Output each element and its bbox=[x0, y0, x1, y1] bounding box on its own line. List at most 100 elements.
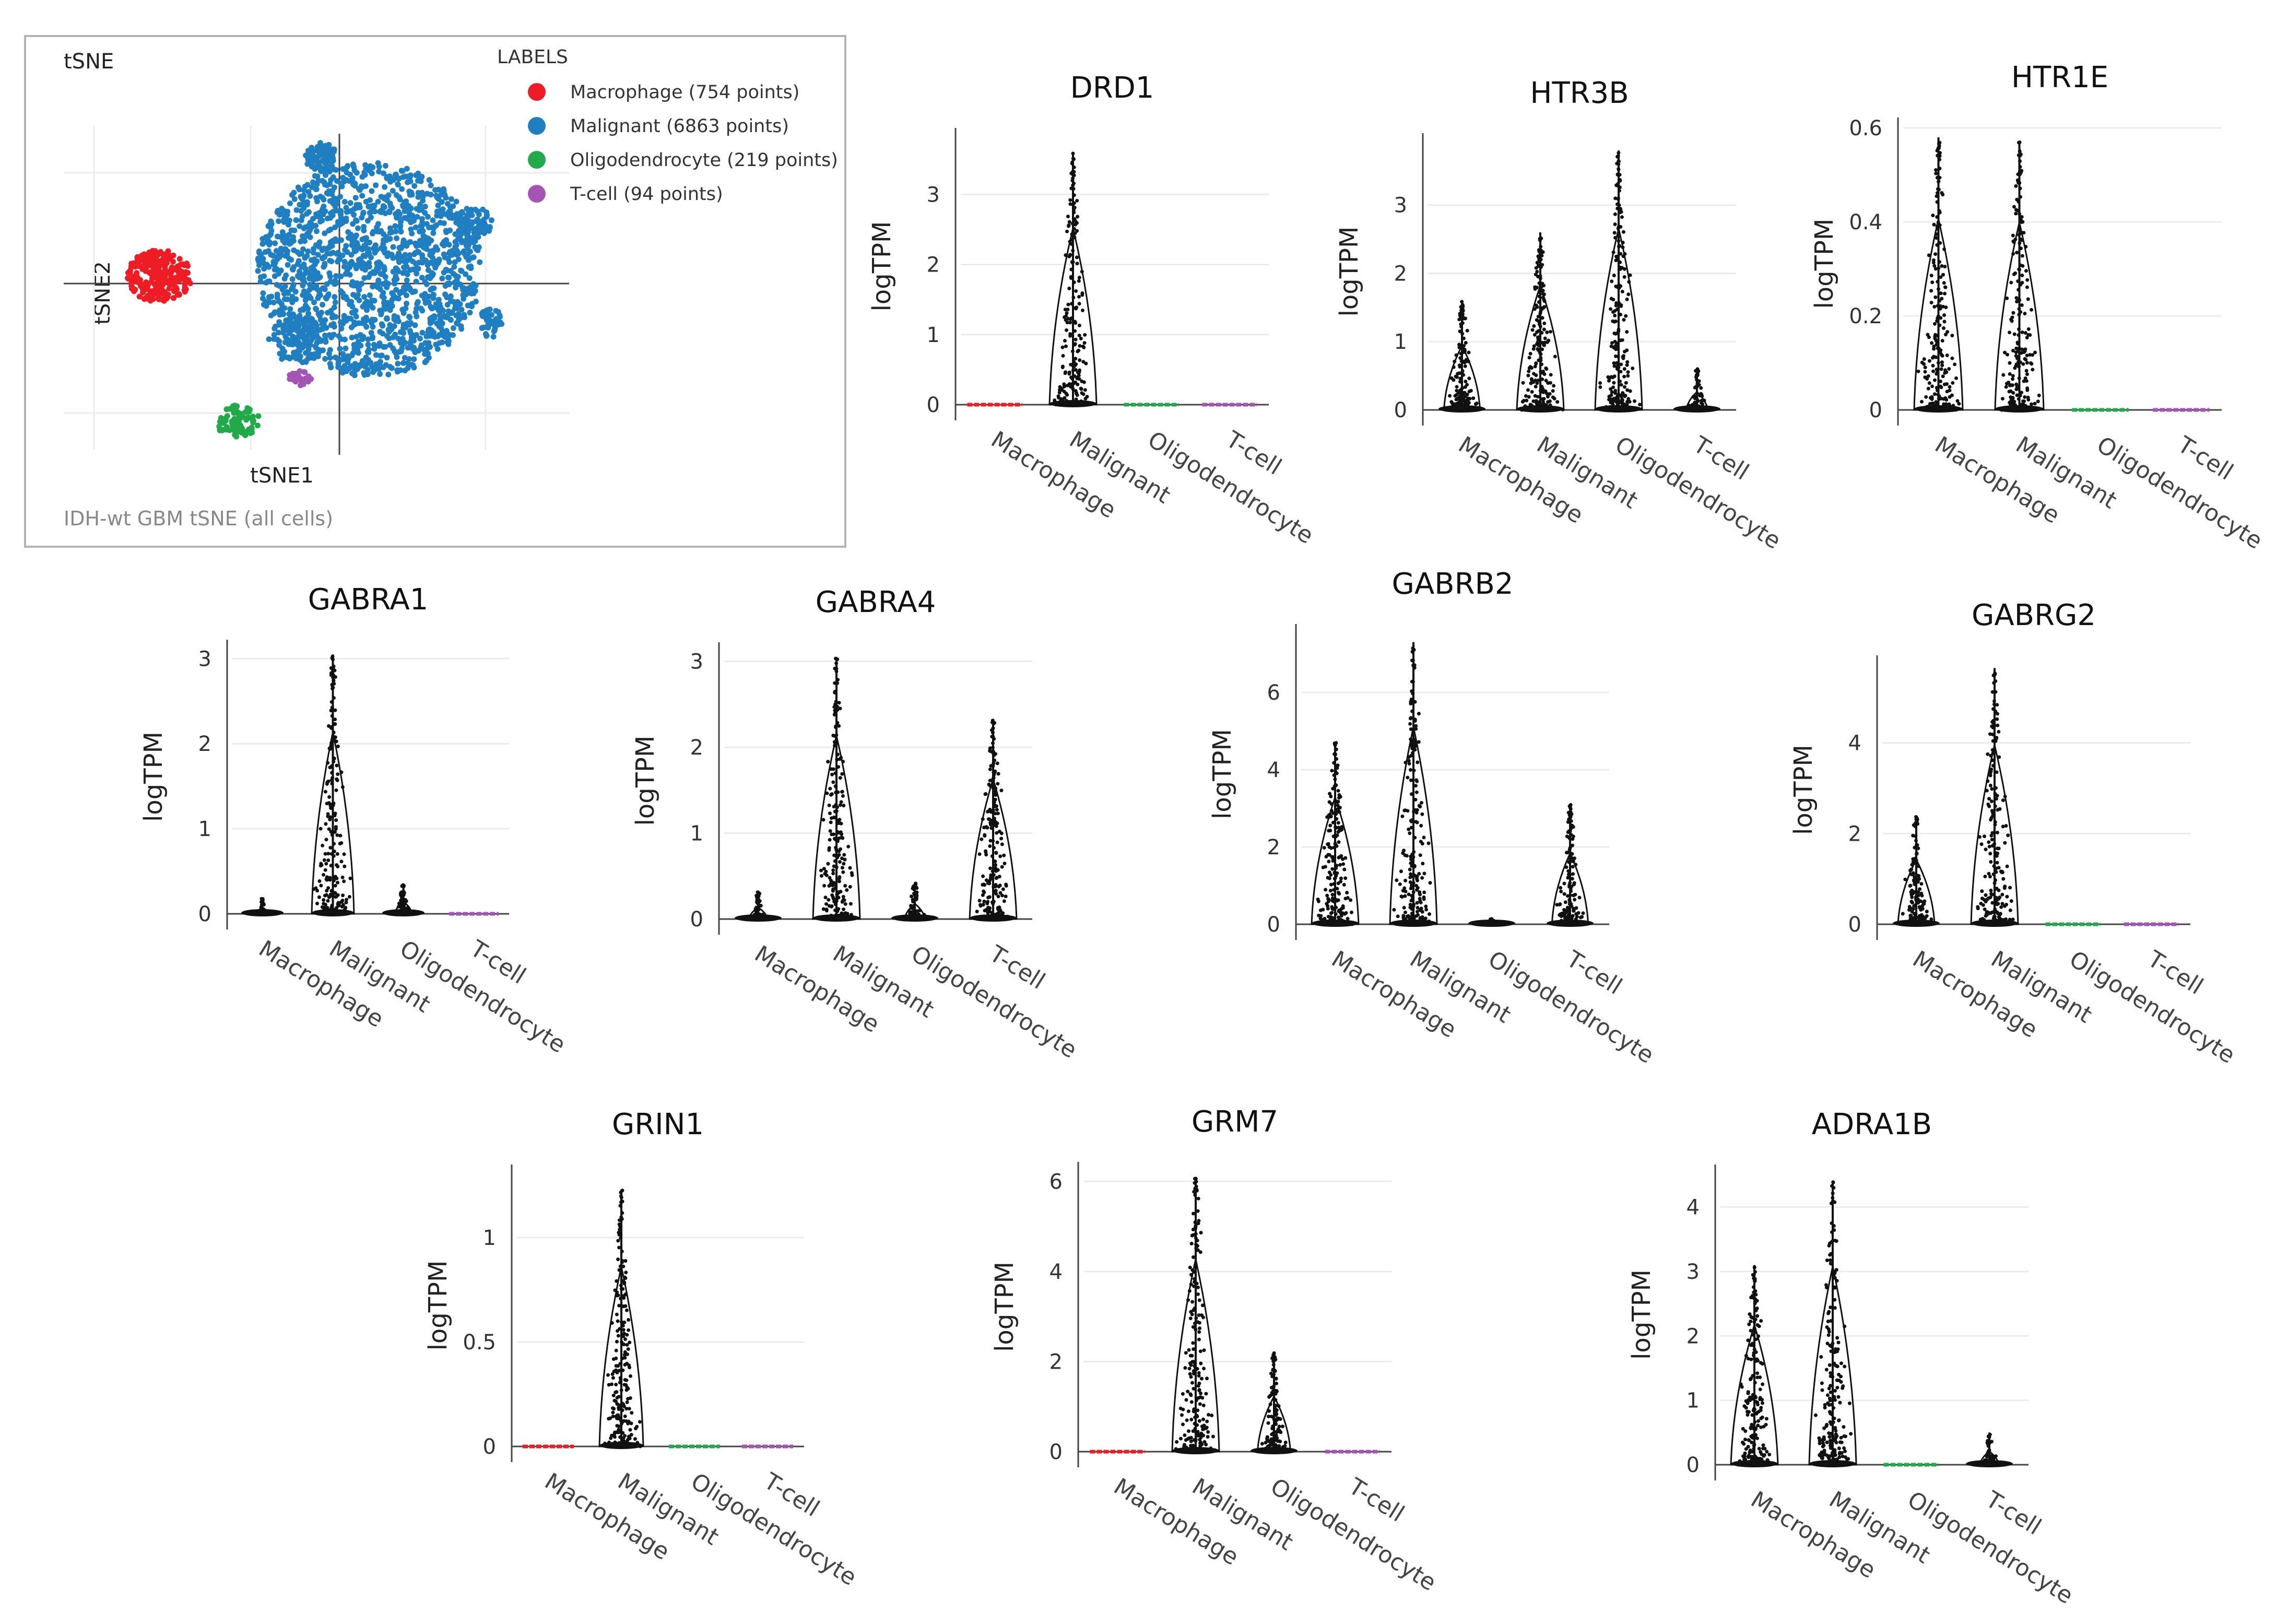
point-malignant bbox=[260, 296, 266, 301]
violin-macrophage bbox=[735, 890, 782, 922]
violin-point bbox=[1944, 402, 1948, 406]
violin-point bbox=[1619, 312, 1623, 316]
violin-point bbox=[1527, 369, 1531, 373]
point-malignant bbox=[370, 369, 376, 375]
violin-t-cell bbox=[1673, 367, 1720, 413]
violin-point bbox=[1523, 407, 1527, 411]
point-malignant bbox=[341, 264, 347, 270]
violin-point bbox=[1069, 275, 1073, 279]
violin-point bbox=[827, 848, 831, 852]
violin-point bbox=[1070, 161, 1075, 165]
point-malignant bbox=[320, 158, 326, 163]
violin-point bbox=[2018, 154, 2022, 158]
violin-point bbox=[1615, 206, 1620, 210]
tsne-cluster bbox=[303, 140, 337, 174]
point-malignant bbox=[274, 281, 280, 288]
violin-point bbox=[1953, 362, 1957, 367]
violin-point bbox=[756, 890, 760, 895]
point-malignant bbox=[411, 356, 417, 362]
violin-point bbox=[840, 856, 844, 861]
point-malignant bbox=[392, 223, 398, 229]
violin-outline bbox=[1994, 222, 2045, 411]
violin-point bbox=[1617, 286, 1621, 290]
point-malignant bbox=[464, 212, 470, 218]
point-malignant bbox=[455, 251, 462, 257]
violin-point bbox=[329, 806, 333, 810]
violin-point bbox=[828, 876, 832, 880]
point-malignant bbox=[289, 192, 295, 198]
point-oligodendrocyte bbox=[233, 427, 239, 433]
violin-point bbox=[1617, 244, 1621, 249]
point-malignant bbox=[353, 265, 359, 272]
violin-point bbox=[1341, 862, 1346, 866]
violin-point bbox=[1460, 300, 1464, 304]
violin-point bbox=[842, 804, 846, 808]
point-malignant bbox=[426, 293, 432, 300]
point-malignant bbox=[414, 214, 420, 220]
violin-point bbox=[834, 909, 838, 913]
point-macrophage bbox=[134, 254, 140, 261]
violin-point bbox=[1410, 893, 1414, 898]
point-malignant bbox=[382, 250, 388, 256]
violin-point bbox=[1318, 916, 1323, 921]
violin-point bbox=[1611, 375, 1615, 380]
violin-point bbox=[993, 859, 997, 863]
violin-point bbox=[819, 915, 823, 920]
violin-point bbox=[826, 862, 830, 866]
violin-point bbox=[324, 862, 328, 866]
point-malignant bbox=[324, 182, 330, 189]
violin-point bbox=[1326, 842, 1330, 846]
point-malignant bbox=[417, 335, 423, 342]
point-malignant bbox=[289, 266, 296, 272]
point-malignant bbox=[488, 217, 494, 223]
violin-point bbox=[1072, 217, 1077, 221]
violin-point bbox=[333, 717, 337, 722]
legend-item-t-cell[interactable]: T-cell (94 points) bbox=[528, 184, 723, 205]
violin-point bbox=[1412, 865, 1417, 869]
violin-point bbox=[2024, 369, 2029, 373]
point-malignant bbox=[260, 241, 266, 247]
violin-point bbox=[1475, 401, 1479, 405]
point-malignant bbox=[266, 336, 272, 343]
violin-point bbox=[1609, 397, 1613, 401]
violin-point bbox=[992, 846, 996, 850]
violin-macrophage bbox=[1311, 741, 1360, 927]
violin-point bbox=[1940, 360, 1944, 364]
violin-point bbox=[1538, 274, 1542, 278]
legend-item-malignant[interactable]: Malignant (6863 points) bbox=[528, 116, 789, 137]
violin-point bbox=[994, 866, 998, 870]
point-macrophage bbox=[154, 286, 160, 292]
violin-point bbox=[833, 917, 837, 921]
violin-point bbox=[828, 811, 832, 815]
point-macrophage bbox=[137, 293, 143, 300]
point-malignant bbox=[483, 209, 490, 216]
legend-item-oligodendrocyte[interactable]: Oligodendrocyte (219 points) bbox=[528, 150, 838, 171]
point-malignant bbox=[428, 238, 434, 244]
point-malignant bbox=[315, 252, 321, 258]
violin-point bbox=[2033, 402, 2037, 406]
violin-point bbox=[2016, 288, 2021, 292]
violin-point bbox=[994, 811, 997, 816]
violin-point bbox=[1935, 149, 1939, 152]
violin-point bbox=[317, 879, 322, 883]
point-macrophage bbox=[165, 251, 171, 257]
point-malignant bbox=[295, 184, 301, 191]
violin-point bbox=[1408, 722, 1412, 726]
point-malignant bbox=[334, 251, 340, 257]
violin-point bbox=[335, 852, 339, 856]
violin-point bbox=[1539, 352, 1543, 356]
violin-point bbox=[1334, 747, 1338, 751]
legend-item-macrophage[interactable]: Macrophage (754 points) bbox=[528, 82, 799, 103]
violin-point bbox=[327, 795, 332, 799]
point-malignant bbox=[391, 323, 397, 329]
point-malignant bbox=[405, 216, 411, 222]
point-malignant bbox=[272, 240, 278, 246]
violin-point bbox=[1939, 379, 1942, 383]
violin-point bbox=[1926, 408, 1930, 412]
violin-point bbox=[1078, 323, 1081, 327]
violin-point bbox=[988, 749, 992, 753]
violin-point bbox=[840, 866, 844, 870]
violin-point bbox=[1082, 341, 1087, 345]
violin-point bbox=[1069, 267, 1074, 272]
point-oligodendrocyte bbox=[249, 429, 255, 436]
